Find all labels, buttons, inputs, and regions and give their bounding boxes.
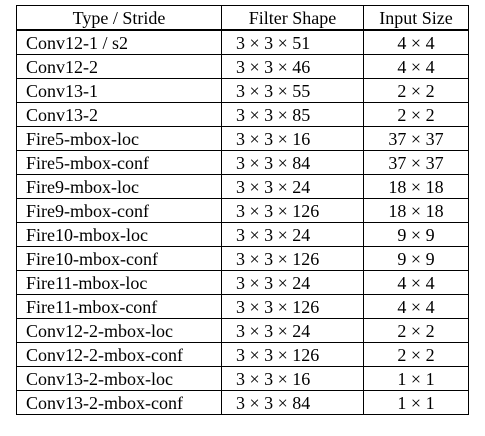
cell-input-size: 9 × 9 (363, 222, 469, 247)
table-row: Conv13-2-mbox-loc 3 × 3 × 16 1 × 1 (16, 366, 469, 391)
table-row: Fire10-mbox-conf 3 × 3 × 126 9 × 9 (16, 246, 469, 271)
cell-input-size: 1 × 1 (363, 390, 469, 415)
cell-type: Conv13-1 (16, 78, 222, 103)
table-row: Conv13-1 3 × 3 × 55 2 × 2 (16, 78, 469, 103)
cell-input-size: 2 × 2 (363, 78, 469, 103)
cell-type: Conv13-2-mbox-conf (16, 390, 222, 415)
cell-type: Fire5-mbox-loc (16, 126, 222, 151)
table-row: Fire5-mbox-conf 3 × 3 × 84 37 × 37 (16, 150, 469, 175)
cell-type: Conv12-2-mbox-conf (16, 342, 222, 367)
table-row: Conv13-2 3 × 3 × 85 2 × 2 (16, 102, 469, 127)
cell-filter-shape: 3 × 3 × 24 (221, 174, 364, 199)
table-row: Conv12-2 3 × 3 × 46 4 × 4 (16, 54, 469, 79)
table-row: Conv13-2-mbox-conf 3 × 3 × 84 1 × 1 (16, 390, 469, 415)
cell-filter-shape: 3 × 3 × 16 (221, 366, 364, 391)
header-input-size: Input Size (363, 5, 469, 31)
cell-filter-shape: 3 × 3 × 16 (221, 126, 364, 151)
cell-type: Fire10-mbox-loc (16, 222, 222, 247)
table-row: Conv12-1 / s2 3 × 3 × 51 4 × 4 (16, 29, 469, 55)
table-header-row: Type / Stride Filter Shape Input Size (16, 5, 469, 31)
cell-filter-shape: 3 × 3 × 24 (221, 318, 364, 343)
table-row: Fire11-mbox-loc 3 × 3 × 24 4 × 4 (16, 270, 469, 295)
table-row: Fire5-mbox-loc 3 × 3 × 16 37 × 37 (16, 126, 469, 151)
cell-input-size: 2 × 2 (363, 318, 469, 343)
table-row: Fire11-mbox-conf 3 × 3 × 126 4 × 4 (16, 294, 469, 319)
cell-input-size: 18 × 18 (363, 198, 469, 223)
cell-input-size: 4 × 4 (363, 270, 469, 295)
cell-filter-shape: 3 × 3 × 126 (221, 294, 364, 319)
cell-filter-shape: 3 × 3 × 84 (221, 150, 364, 175)
cell-input-size: 2 × 2 (363, 342, 469, 367)
cell-input-size: 37 × 37 (363, 126, 469, 151)
cell-filter-shape: 3 × 3 × 85 (221, 102, 364, 127)
cell-filter-shape: 3 × 3 × 55 (221, 78, 364, 103)
cell-type: Fire9-mbox-loc (16, 174, 222, 199)
cell-type: Fire5-mbox-conf (16, 150, 222, 175)
cell-type: Conv12-2-mbox-loc (16, 318, 222, 343)
cell-type: Conv12-2 (16, 54, 222, 79)
header-filter-shape: Filter Shape (221, 5, 364, 31)
cell-input-size: 18 × 18 (363, 174, 469, 199)
cell-type: Fire11-mbox-loc (16, 270, 222, 295)
cell-filter-shape: 3 × 3 × 126 (221, 342, 364, 367)
cell-input-size: 4 × 4 (363, 29, 469, 55)
cell-filter-shape: 3 × 3 × 84 (221, 390, 364, 415)
cell-filter-shape: 3 × 3 × 46 (221, 54, 364, 79)
cell-type: Conv13-2-mbox-loc (16, 366, 222, 391)
layer-table-container: Type / Stride Filter Shape Input Size Co… (16, 5, 469, 415)
cell-filter-shape: 3 × 3 × 126 (221, 246, 364, 271)
cell-type: Conv13-2 (16, 102, 222, 127)
table-row: Conv12-2-mbox-loc 3 × 3 × 24 2 × 2 (16, 318, 469, 343)
cell-input-size: 4 × 4 (363, 294, 469, 319)
cell-filter-shape: 3 × 3 × 24 (221, 270, 364, 295)
table-row: Fire10-mbox-loc 3 × 3 × 24 9 × 9 (16, 222, 469, 247)
cell-input-size: 1 × 1 (363, 366, 469, 391)
cell-filter-shape: 3 × 3 × 51 (221, 29, 364, 55)
cell-type: Fire9-mbox-conf (16, 198, 222, 223)
table-row: Conv12-2-mbox-conf 3 × 3 × 126 2 × 2 (16, 342, 469, 367)
cell-type: Fire11-mbox-conf (16, 294, 222, 319)
table-row: Fire9-mbox-loc 3 × 3 × 24 18 × 18 (16, 174, 469, 199)
layer-table: Type / Stride Filter Shape Input Size Co… (16, 5, 469, 415)
table-body: Conv12-1 / s2 3 × 3 × 51 4 × 4 Conv12-2 3 × … (16, 29, 469, 415)
cell-input-size: 2 × 2 (363, 102, 469, 127)
cell-input-size: 4 × 4 (363, 54, 469, 79)
cell-input-size: 37 × 37 (363, 150, 469, 175)
cell-filter-shape: 3 × 3 × 24 (221, 222, 364, 247)
cell-type: Fire10-mbox-conf (16, 246, 222, 271)
cell-input-size: 9 × 9 (363, 246, 469, 271)
table-row: Fire9-mbox-conf 3 × 3 × 126 18 × 18 (16, 198, 469, 223)
header-type-stride: Type / Stride (16, 5, 222, 31)
cell-type: Conv12-1 / s2 (16, 29, 222, 55)
cell-filter-shape: 3 × 3 × 126 (221, 198, 364, 223)
